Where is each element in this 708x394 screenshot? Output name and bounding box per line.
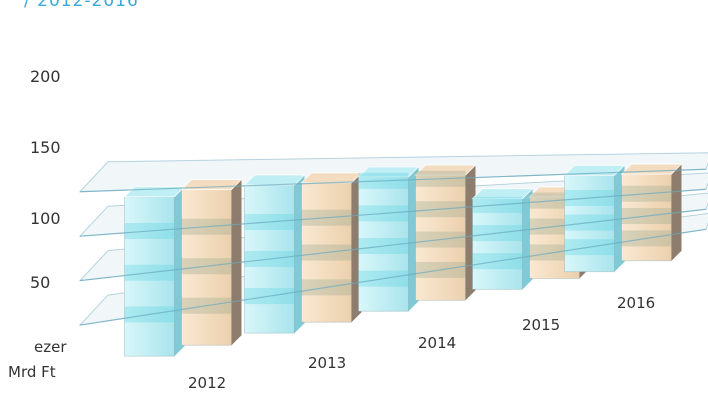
bar-front: [124, 196, 175, 357]
grid-edge-100: [79, 208, 707, 282]
y-tick-100: 100: [30, 209, 61, 228]
grid-edge-200: [79, 168, 707, 193]
bar-2013-series-2: [300, 172, 363, 323]
x-category-2016: 2016: [617, 294, 655, 312]
y-tick-50: 50: [30, 273, 50, 292]
bar-front: [621, 173, 672, 262]
y-tick-200: 200: [30, 67, 61, 86]
x-category-2014: 2014: [418, 334, 456, 352]
bar-2012-series-2: [180, 179, 243, 346]
y-tick-150: 150: [30, 138, 61, 157]
bar-front: [564, 174, 615, 273]
y-unit-label-1: ezer: [34, 338, 67, 356]
x-category-2012: 2012: [188, 374, 226, 392]
bar-2015-series-1: [471, 188, 534, 290]
bar-top: [620, 163, 683, 175]
bar-2016-series-1: [563, 164, 626, 273]
bar-top: [414, 164, 477, 176]
bar-2016-series-2: [620, 163, 683, 262]
bar-2012-series-1: [123, 186, 186, 357]
x-category-2015: 2015: [522, 316, 560, 334]
bar-2014-series-2: [414, 164, 477, 301]
bar-front: [181, 189, 232, 346]
bar-top: [471, 188, 534, 200]
y-unit-label-2: Mrd Ft: [8, 363, 56, 381]
bar-front: [472, 198, 523, 290]
grid-edge-50: [79, 228, 707, 326]
bar-2013-series-1: [243, 174, 306, 334]
x-category-2013: 2013: [308, 354, 346, 372]
grid-edge-150: [79, 188, 707, 237]
bar-2014-series-1: [357, 166, 420, 312]
page-title: / 2012-2016: [24, 0, 139, 11]
bar-top: [357, 166, 420, 178]
